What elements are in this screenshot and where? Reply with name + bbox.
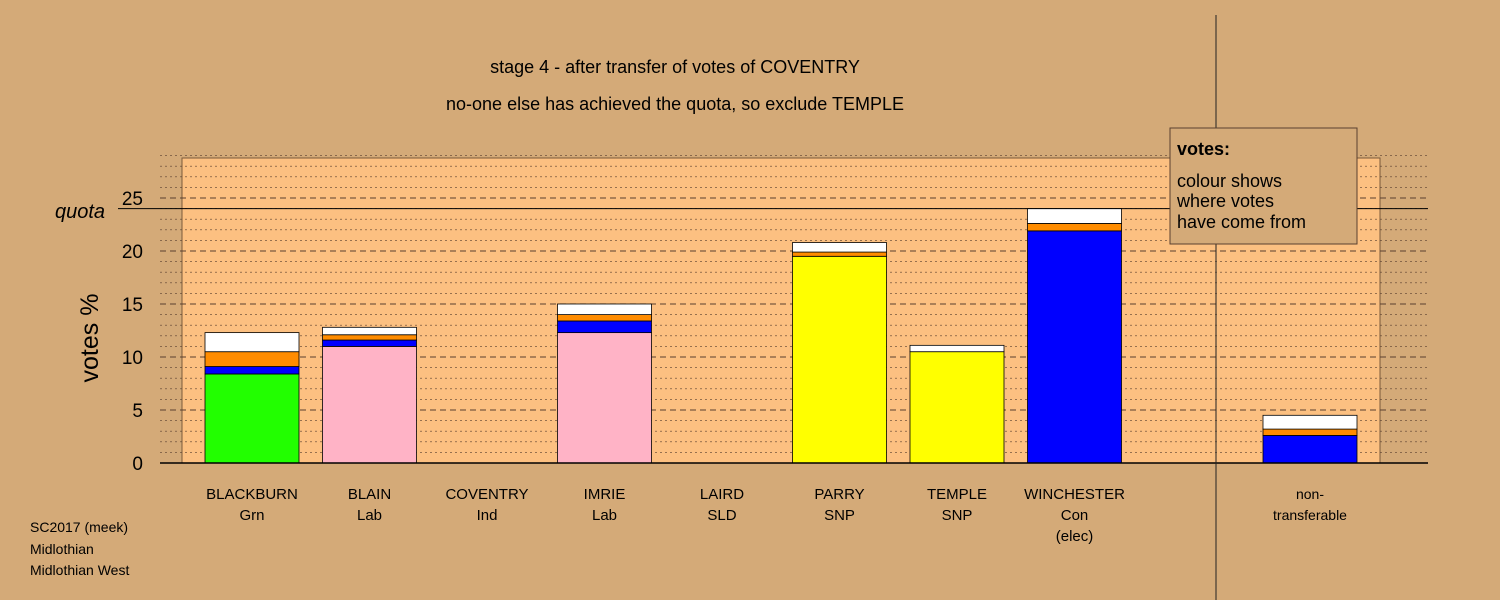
bar-segment [322,339,417,347]
bar-segment [204,366,300,375]
category-label: (elec) [1056,528,1094,545]
bar-segment [322,334,417,341]
bar-segment [322,345,417,464]
category-label: COVENTRY [445,486,528,503]
bar-segment [1027,208,1122,224]
legend-heading: votes: [1177,139,1230,159]
footer-line: Midlothian West [30,562,129,578]
legend: votes: colour shows where votes have com… [1169,127,1358,245]
quota-label: quota [55,201,105,223]
category-label: SLD [707,507,736,524]
category-label: PARRY [814,486,864,503]
bar-segment [204,351,300,367]
bar-segment [204,332,300,353]
bar-segment [1262,428,1358,436]
y-tick-label: 25 [122,189,143,210]
category-label: BLACKBURN [206,486,298,503]
bar-segment [792,242,887,253]
bar-segment [557,314,652,322]
bar-segment [909,351,1005,464]
bar-segment [792,255,887,464]
category-label: non- [1296,486,1324,502]
bar-segment [557,303,652,316]
category-label: LAIRD [700,486,744,503]
footer-line: Midlothian [30,541,94,557]
category-label: SNP [824,507,855,524]
legend-line: have come from [1177,212,1306,232]
legend-line: colour shows [1177,171,1282,191]
category-label: BLAIN [348,486,391,503]
category-label: IMRIE [584,486,626,503]
category-label: SNP [942,507,973,524]
category-label: Lab [592,507,617,524]
category-label: transferable [1273,507,1347,523]
category-label: Ind [477,507,498,524]
y-tick-label: 10 [122,348,143,369]
bar-segment [792,251,887,257]
category-label: Lab [357,507,382,524]
category-label: WINCHESTER [1024,486,1125,503]
category-label: Con [1061,507,1089,524]
y-tick-label: 15 [122,295,143,316]
bar-segment [557,332,652,464]
legend-line: where votes [1176,191,1274,211]
bar-segment [909,344,1005,353]
footer-line: SC2017 (meek) [30,519,128,535]
category-labels: BLACKBURN Grn BLAIN Lab COVENTRY Ind IMRIE Lab L… [206,486,1347,545]
legend-box [1169,127,1358,245]
bar-segment [1027,223,1122,232]
bar-segment [1027,230,1122,464]
y-axis-label: votes % [76,294,104,383]
bar-segment [1262,414,1358,430]
bar-segment [557,320,652,334]
category-label: Grn [239,507,264,524]
chart-title: stage 4 - after transfer of votes of COV… [490,57,860,77]
y-tick-label: 0 [132,454,143,475]
category-label: TEMPLE [927,486,987,503]
bar-segment [322,326,417,336]
bars [204,208,1358,464]
y-tick-label: 20 [122,242,143,263]
bar-segment [204,373,300,464]
chart-subtitle: no-one else has achieved the quota, so e… [446,94,904,114]
axes: 0 5 10 15 20 25 [118,189,1428,475]
bar-segment [1262,435,1358,464]
y-tick-label: 5 [132,401,143,422]
